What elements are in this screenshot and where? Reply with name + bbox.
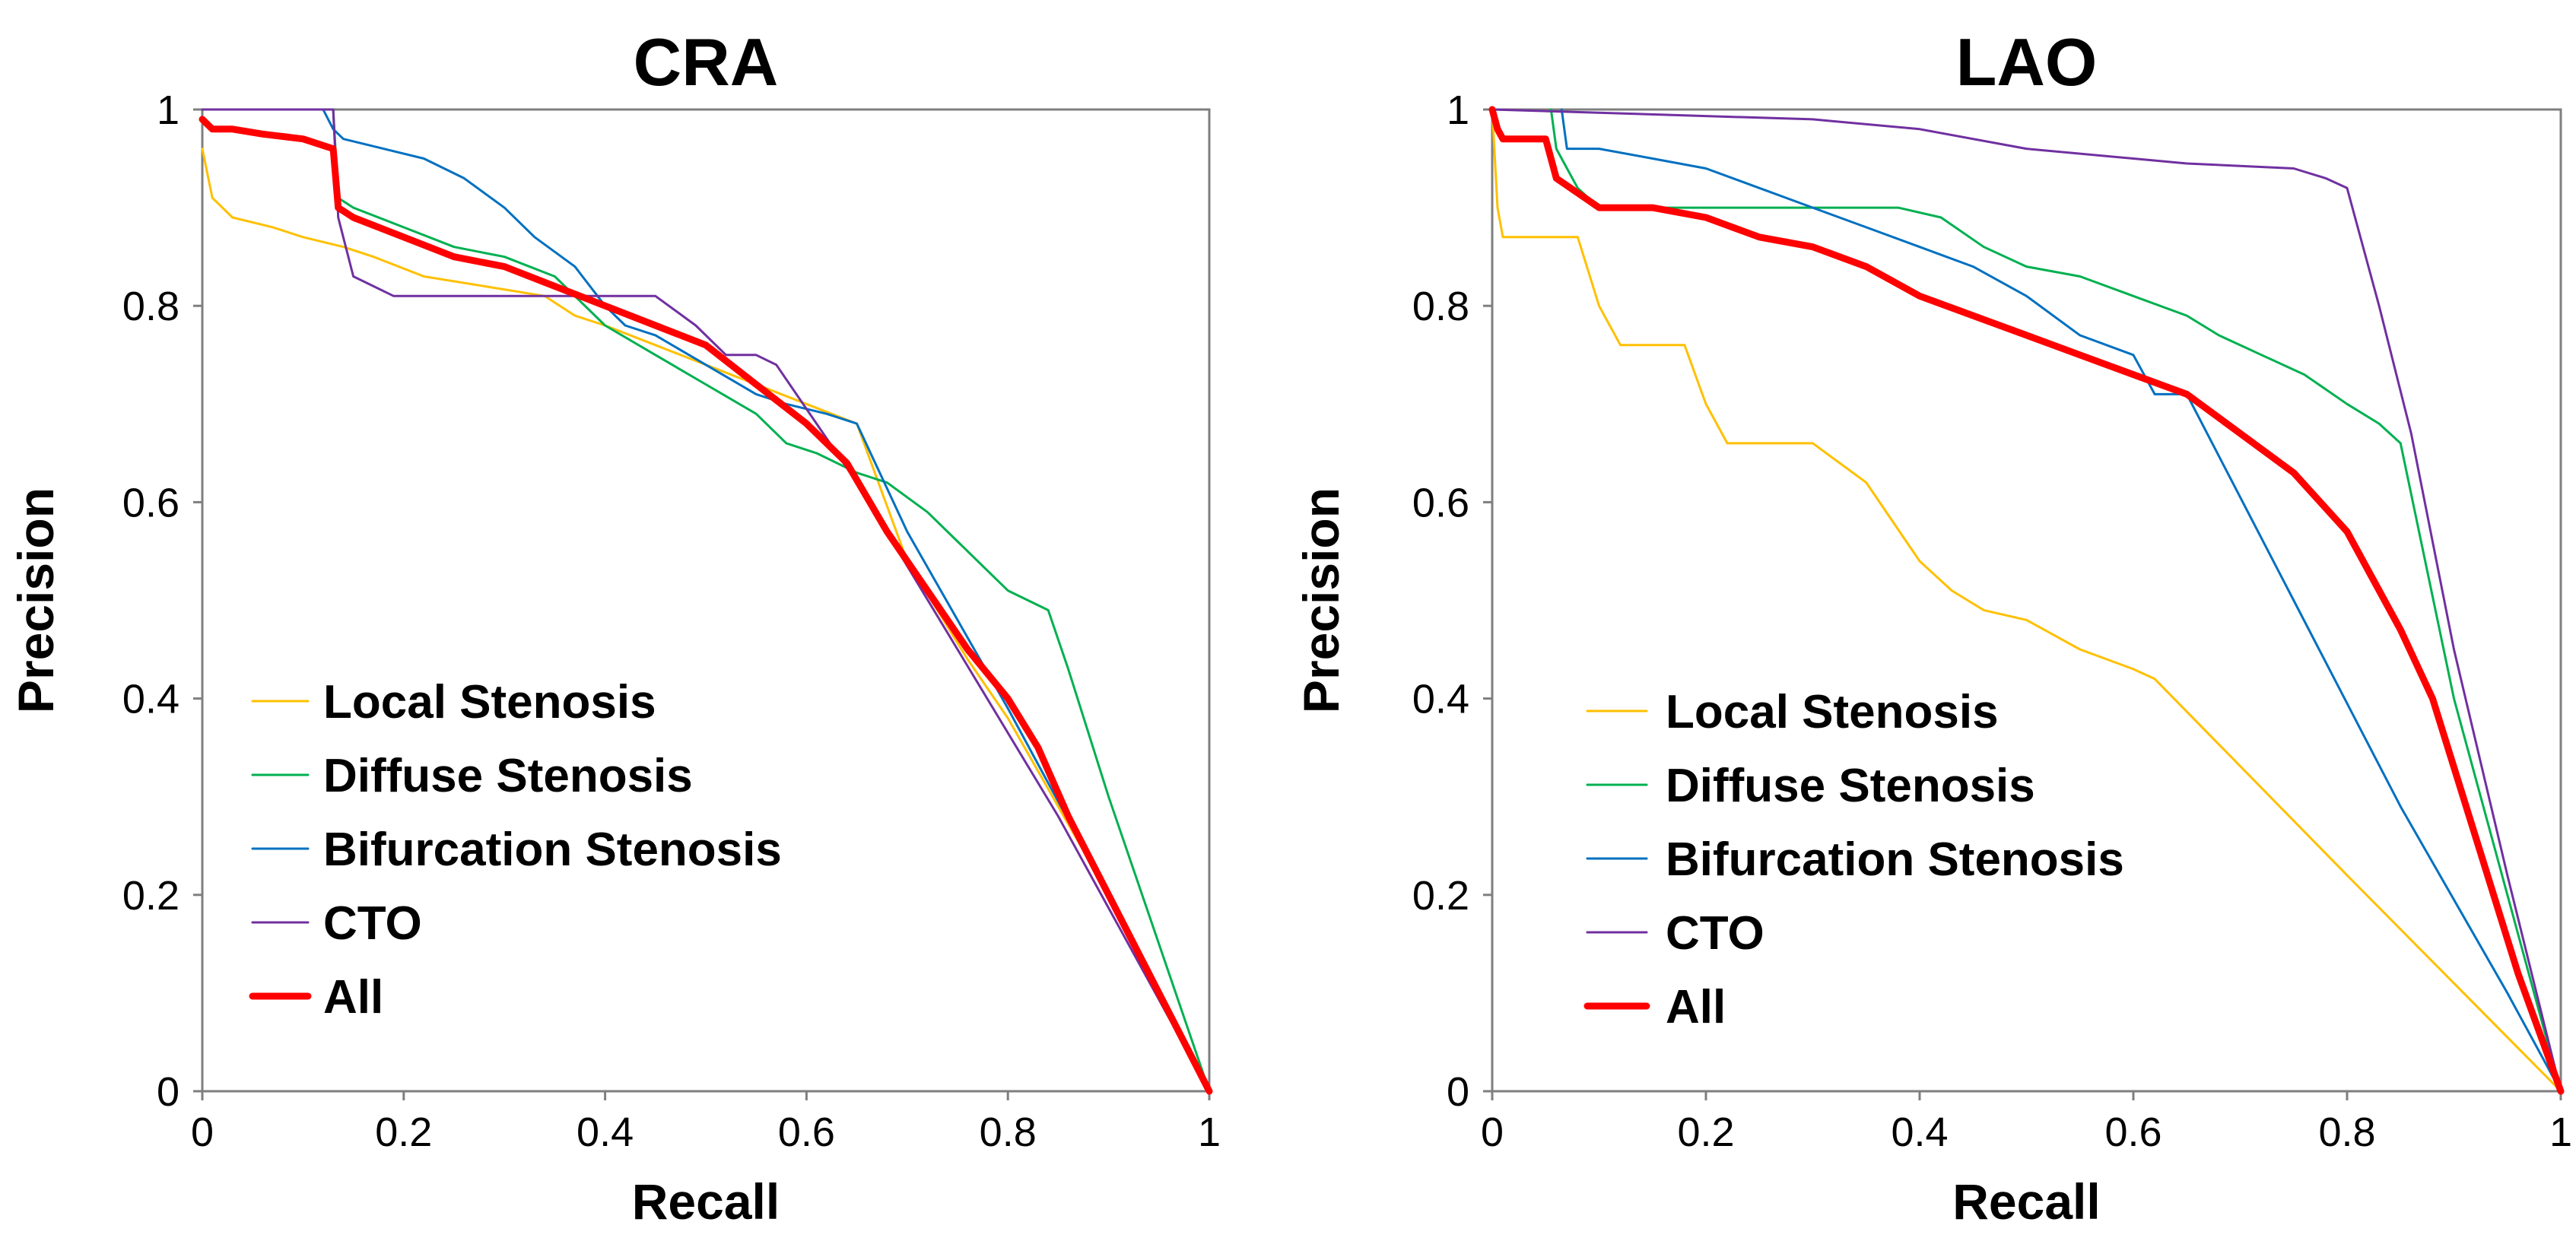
legend-label-local-stenosis: Local Stenosis (323, 676, 656, 728)
y-tick-label: 0 (1447, 1069, 1469, 1115)
y-tick-label: 0.2 (1412, 873, 1469, 919)
x-tick-label: 0.4 (1891, 1109, 1948, 1155)
legend: Local Stenosis Diffuse Stenosis Bifurcatio… (249, 676, 782, 1024)
legend-label-all: All (323, 971, 383, 1024)
y-tick-label: 0.6 (122, 480, 179, 525)
series-line-bifurcation-stenosis (1560, 108, 2562, 1093)
y-tick-label: 0 (157, 1069, 179, 1115)
series-line-all (1488, 106, 2565, 1095)
series-line-bifurcation-stenosis (322, 108, 1211, 1093)
plot-area-frame (201, 108, 1211, 1093)
chart-title: CRA (634, 24, 779, 100)
x-tick-label: 0.2 (375, 1109, 432, 1155)
y-tick-label: 1 (1447, 87, 1469, 133)
x-tick-label: 1 (2549, 1109, 2572, 1155)
x-tick-label: 1 (1198, 1109, 1221, 1155)
x-tick-label: 0.4 (577, 1109, 634, 1155)
x-tick-label: 0 (1481, 1109, 1504, 1155)
legend-label-cto: CTO (1666, 907, 1764, 960)
x-axis-label: Recall (1952, 1173, 2100, 1230)
legend-label-diffuse-stenosis: Diffuse Stenosis (323, 750, 693, 802)
series-line-local-stenosis (201, 148, 1211, 1093)
legend: Local Stenosis Diffuse Stenosis Bifurcatio… (1583, 686, 2124, 1033)
y-tick-label: 0.2 (122, 873, 179, 919)
series-line-cto (1491, 108, 2562, 1093)
legend-label-bifurcation-stenosis: Bifurcation Stenosis (323, 824, 782, 876)
legend-label-all: All (1666, 981, 1726, 1033)
y-tick-label: 0.4 (122, 677, 179, 722)
chart-panel-lao: LAO 0 0.2 0.4 0.6 0.8 1 0 0.2 0.4 0.6 0.8 1 Recall Pre… (1293, 24, 2572, 1230)
y-tick-label: 1 (157, 87, 179, 133)
chart-panel-cra: CRA 0 0.2 0.4 0.6 0.8 1 0 0.2 0.4 0.6 0.8 1 Recall Pre… (8, 24, 1221, 1230)
y-axis-label: Precision (1293, 487, 1349, 713)
chart-title: LAO (1956, 24, 2098, 100)
plot-area-frame (1491, 108, 2562, 1093)
x-tick-label: 0.6 (2104, 1109, 2161, 1155)
legend-label-local-stenosis: Local Stenosis (1666, 686, 1999, 738)
series-line-all (199, 116, 1213, 1095)
y-tick-label: 0.6 (1412, 480, 1469, 525)
series-line-diffuse-stenosis (332, 108, 1211, 1093)
y-tick-label: 0.8 (122, 284, 179, 329)
series-line-local-stenosis (1491, 108, 2562, 1093)
y-axis-label: Precision (8, 487, 64, 713)
x-tick-label: 0.2 (1677, 1109, 1734, 1155)
y-tick-label: 0.8 (1412, 284, 1469, 329)
y-tick-label: 0.4 (1412, 677, 1469, 722)
x-tick-label: 0.8 (2318, 1109, 2375, 1155)
x-tick-label: 0.8 (980, 1109, 1037, 1155)
x-tick-label: 0 (191, 1109, 214, 1155)
x-axis-label: Recall (632, 1173, 780, 1230)
legend-label-cto: CTO (323, 897, 422, 950)
x-tick-label: 0.6 (778, 1109, 835, 1155)
legend-label-bifurcation-stenosis: Bifurcation Stenosis (1666, 833, 2124, 886)
legend-label-diffuse-stenosis: Diffuse Stenosis (1666, 760, 2035, 812)
